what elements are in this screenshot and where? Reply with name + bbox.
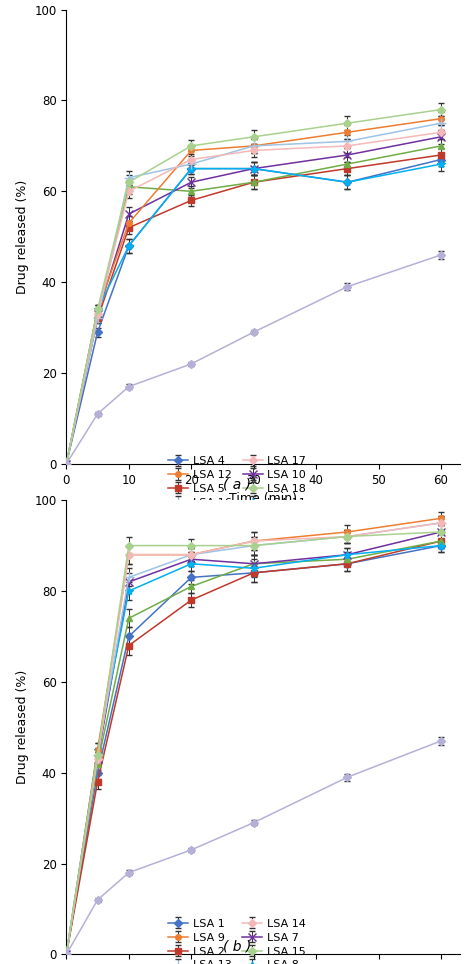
X-axis label: Time (min): Time (min) [229,492,297,505]
Legend: LSA 4, LSA 12, LSA 5, LSA 16, LSA 6, LSA 17, LSA 10, LSA 18, LSA 11, DCT: LSA 4, LSA 12, LSA 5, LSA 16, LSA 6, LSA… [166,454,308,523]
Y-axis label: Drug released (%): Drug released (%) [16,179,29,294]
Legend: LSA 1, LSA 9, LSA 2, LSA 13, LSA 3, LSA 14, LSA 7, LSA 15, LSA 8, DCT: LSA 1, LSA 9, LSA 2, LSA 13, LSA 3, LSA … [166,917,308,964]
Text: ( b ): ( b ) [223,940,251,953]
Y-axis label: Drug released (%): Drug released (%) [16,670,29,785]
Text: ( a ): ( a ) [223,478,251,492]
